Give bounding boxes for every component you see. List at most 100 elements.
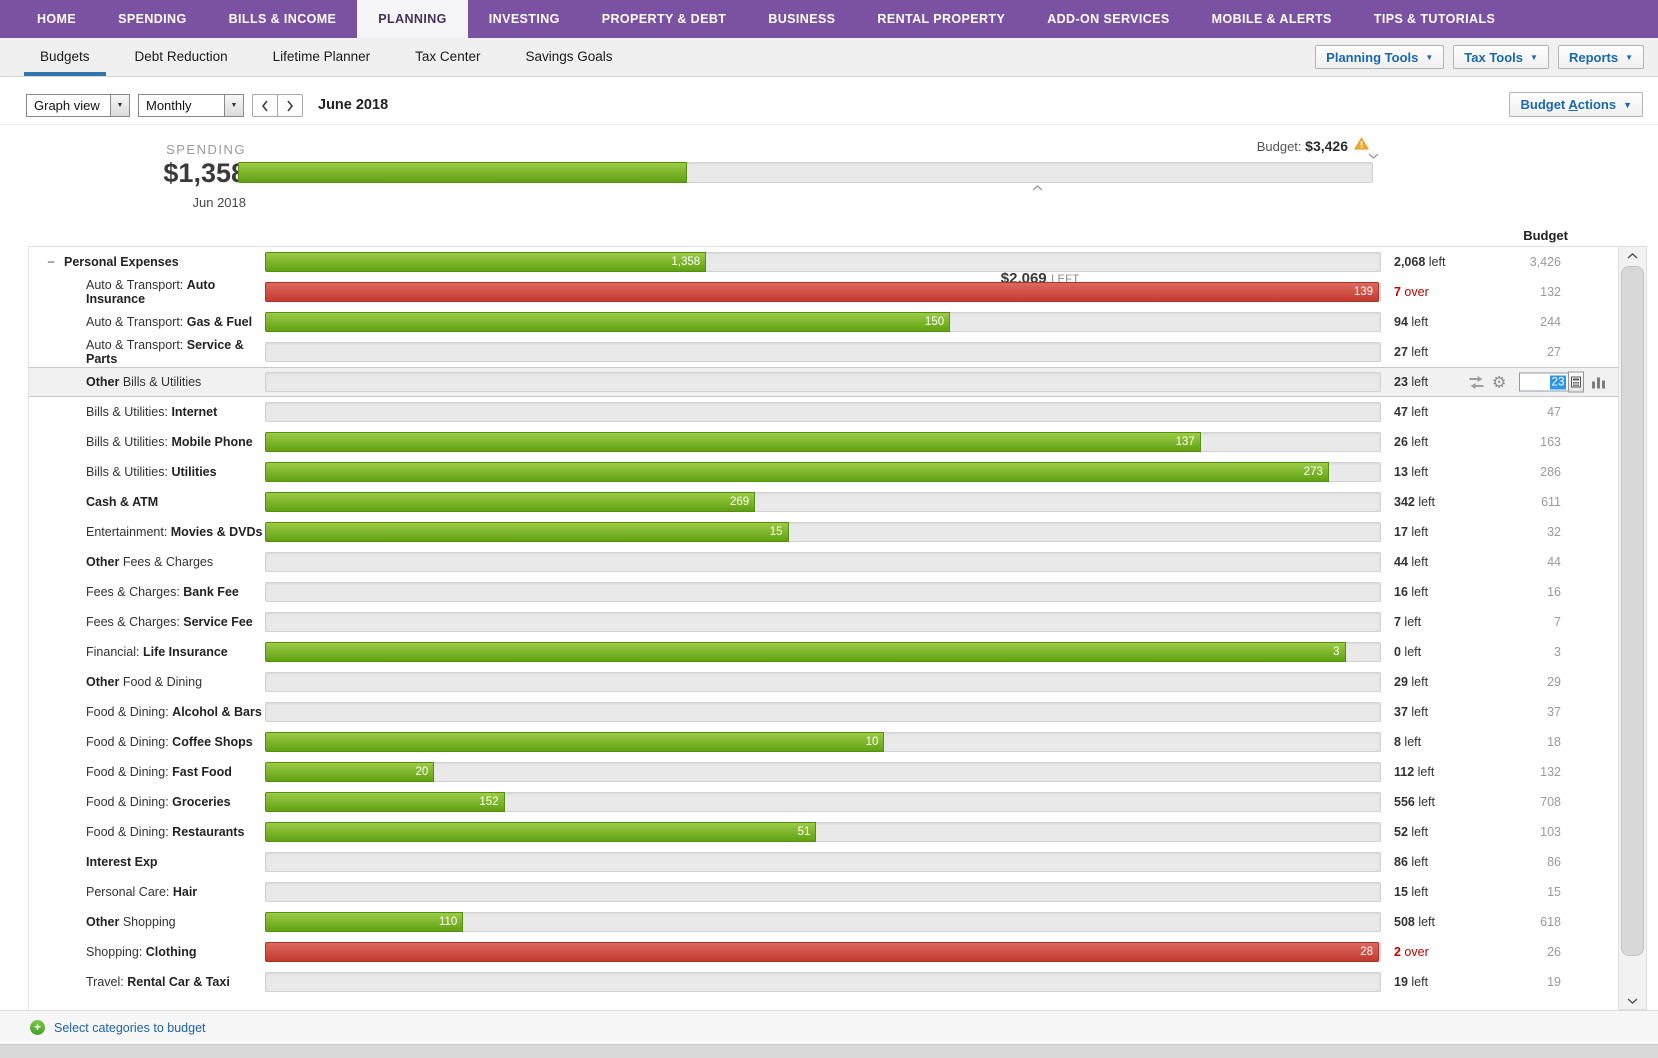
budget-row-fees-charges-bank-fee[interactable]: Fees & Charges: Bank Fee 16 left 16 <box>29 577 1618 607</box>
budget-bar: 15 <box>265 522 1381 542</box>
budget-row-other-shopping[interactable]: Other Shopping 110 508 left 618 <box>29 907 1618 937</box>
calculator-button[interactable] <box>1568 371 1585 393</box>
budget-amount-input[interactable]: 23 <box>1519 372 1570 392</box>
reports-button[interactable]: Reports ▼ <box>1557 45 1644 69</box>
budget-bar-track[interactable]: 139 <box>265 282 1381 302</box>
budget-bar-track[interactable]: 15 <box>265 522 1381 542</box>
chevron-down-icon[interactable]: ▼ <box>224 95 243 116</box>
budget-bar-track[interactable]: 269 <box>265 492 1381 512</box>
budget-bar-track[interactable]: 150 <box>265 312 1381 332</box>
chevron-down-icon[interactable] <box>1368 153 1379 159</box>
budget-amount: 618 <box>1540 915 1561 929</box>
period-select[interactable]: Monthly ▼ <box>138 94 244 117</box>
budget-bar-track[interactable]: 137 <box>265 432 1381 452</box>
budget-row-financial-life-insurance[interactable]: Financial: Life Insurance 3 0 left 3 <box>29 637 1618 667</box>
budget-bar-track[interactable]: 3 <box>265 642 1381 662</box>
budget-bar-track[interactable] <box>265 552 1381 572</box>
budget-bar <box>265 702 1381 722</box>
budget-row-food-dining-alcohol-bars[interactable]: Food & Dining: Alcohol & Bars 37 left 37 <box>29 697 1618 727</box>
budget-bar-track[interactable] <box>265 612 1381 632</box>
budget-row-other-fees-charges[interactable]: Other Fees & Charges 44 left 44 <box>29 547 1618 577</box>
category-label: Bills & Utilities: Internet <box>86 405 218 419</box>
budget-row-entertainment-movies-dvds[interactable]: Entertainment: Movies & DVDs 15 17 left 32 <box>29 517 1618 547</box>
budget-row-personal-expenses[interactable]: − Personal Expenses 1,358 2,068 left 3,426 <box>29 247 1618 277</box>
select-categories-link[interactable]: Select categories to budget <box>54 1020 206 1035</box>
nav-tab-mobile-alerts[interactable]: MOBILE & ALERTS <box>1211 12 1332 26</box>
subnav-tab-budgets[interactable]: Budgets <box>24 38 106 76</box>
budget-bar-fill: 273 <box>265 462 1329 482</box>
budget-row-food-dining-groceries[interactable]: Food & Dining: Groceries 152 556 left 708 <box>29 787 1618 817</box>
subnav-tab-savings-goals[interactable]: Savings Goals <box>525 48 613 64</box>
budget-bar-track[interactable] <box>265 702 1381 722</box>
budget-row-travel-rental-car-taxi[interactable]: Travel: Rental Car & Taxi 19 left 19 <box>29 967 1618 997</box>
budget-bar-track[interactable] <box>265 372 1381 392</box>
warning-icon[interactable] <box>1354 137 1369 150</box>
budget-row-shopping-clothing[interactable]: Shopping: Clothing 28 2 over 26 <box>29 937 1618 967</box>
subnav-tab-debt-reduction[interactable]: Debt Reduction <box>134 48 228 64</box>
budget-bar-track[interactable]: 28 <box>265 942 1381 962</box>
subnav-tab-lifetime-planner[interactable]: Lifetime Planner <box>272 48 371 64</box>
view-select[interactable]: Graph view ▼ <box>26 94 130 117</box>
nav-tab-planning[interactable]: PLANNING <box>357 0 468 38</box>
nav-tab-home[interactable]: HOME <box>37 12 77 26</box>
budget-bar-track[interactable]: 1,358 <box>265 252 1381 272</box>
nav-tab-bills-income[interactable]: BILLS & INCOME <box>228 12 337 26</box>
chevron-down-icon[interactable]: ▼ <box>110 95 129 116</box>
budget-row-interest-exp[interactable]: Interest Exp 86 left 86 <box>29 847 1618 877</box>
budget-row-auto-transport-service-parts[interactable]: Auto & Transport: Service & Parts 27 left… <box>29 337 1618 367</box>
budget-row-personal-care-hair[interactable]: Personal Care: Hair 15 left 15 <box>29 877 1618 907</box>
chevron-up-icon[interactable] <box>1032 185 1043 191</box>
plus-icon[interactable]: + <box>30 1020 45 1035</box>
previous-month-button[interactable] <box>252 94 278 117</box>
remaining-status: 508 left <box>1394 915 1436 929</box>
budget-bar-track[interactable] <box>265 582 1381 602</box>
scroll-down-button[interactable] <box>1619 992 1646 1009</box>
budget-bar-track[interactable]: 152 <box>265 792 1381 812</box>
budget-row-food-dining-fast-food[interactable]: Food & Dining: Fast Food 20 112 left 132 <box>29 757 1618 787</box>
nav-tab-business[interactable]: BUSINESS <box>768 12 836 26</box>
rollover-icon[interactable] <box>1468 375 1485 389</box>
budget-bar-track[interactable]: 110 <box>265 912 1381 932</box>
budget-row-other-bills-utilities[interactable]: Other Bills & Utilities 23 left ⚙ 23 <box>29 367 1618 397</box>
budget-row-food-dining-coffee-shops[interactable]: Food & Dining: Coffee Shops 10 8 left 18 <box>29 727 1618 757</box>
budget-bar-track[interactable]: 20 <box>265 762 1381 782</box>
budget-row-auto-transport-gas-fuel[interactable]: Auto & Transport: Gas & Fuel 150 94 left 24… <box>29 307 1618 337</box>
budget-row-bills-utilities-utilities[interactable]: Bills & Utilities: Utilities 273 13 left 28… <box>29 457 1618 487</box>
budget-bar-track[interactable] <box>265 972 1381 992</box>
budget-row-bills-utilities-mobile-phone[interactable]: Bills & Utilities: Mobile Phone 137 26 lef… <box>29 427 1618 457</box>
category-label: Personal Expenses <box>64 255 179 269</box>
next-month-button[interactable] <box>277 94 303 117</box>
collapse-icon[interactable]: − <box>47 254 55 270</box>
bar-value-label: 152 <box>479 796 499 808</box>
budget-row-other-food-dining[interactable]: Other Food & Dining 29 left 29 <box>29 667 1618 697</box>
budget-bar-track[interactable] <box>265 852 1381 872</box>
nav-tab-investing[interactable]: INVESTING <box>488 12 560 26</box>
budget-row-fees-charges-service-fee[interactable]: Fees & Charges: Service Fee 7 left 7 <box>29 607 1618 637</box>
planning-tools-button[interactable]: Planning Tools ▼ <box>1315 45 1445 69</box>
nav-tab-rental-property[interactable]: RENTAL PROPERTY <box>877 12 1006 26</box>
subnav-tab-tax-center[interactable]: Tax Center <box>415 48 481 64</box>
history-chart-button[interactable] <box>1591 376 1607 388</box>
nav-tab-property-debt[interactable]: PROPERTY & DEBT <box>601 12 727 26</box>
budget-row-bills-utilities-internet[interactable]: Bills & Utilities: Internet 47 left 47 <box>29 397 1618 427</box>
nav-tab-spending[interactable]: SPENDING <box>118 12 187 26</box>
budget-row-auto-transport-auto-insurance[interactable]: Auto & Transport: Auto Insurance 139 7 ove… <box>29 277 1618 307</box>
budget-row-cash-atm[interactable]: Cash & ATM 269 342 left 611 <box>29 487 1618 517</box>
nav-tab-tips-tutorials[interactable]: TIPS & TUTORIALS <box>1373 12 1496 26</box>
budget-bar-track[interactable]: 10 <box>265 732 1381 752</box>
bar-chart-icon <box>1592 377 1606 388</box>
budget-bar-track[interactable] <box>265 882 1381 902</box>
scroll-up-button[interactable] <box>1619 247 1646 264</box>
budget-bar-track[interactable]: 51 <box>265 822 1381 842</box>
budget-row-food-dining-restaurants[interactable]: Food & Dining: Restaurants 51 52 left 103 <box>29 817 1618 847</box>
budget-bar-track[interactable] <box>265 672 1381 692</box>
scrollbar-thumb[interactable] <box>1621 266 1644 956</box>
gear-icon[interactable]: ⚙ <box>1492 372 1507 391</box>
nav-tab-add-on-services[interactable]: ADD-ON SERVICES <box>1047 12 1170 26</box>
budget-actions-button[interactable]: Budget Actions ▼ <box>1509 92 1643 117</box>
tax-tools-button[interactable]: Tax Tools ▼ <box>1453 45 1549 69</box>
vertical-scrollbar[interactable] <box>1618 246 1647 1010</box>
budget-bar-track[interactable] <box>265 342 1381 362</box>
budget-bar-track[interactable] <box>265 402 1381 422</box>
budget-bar-track[interactable]: 273 <box>265 462 1381 482</box>
